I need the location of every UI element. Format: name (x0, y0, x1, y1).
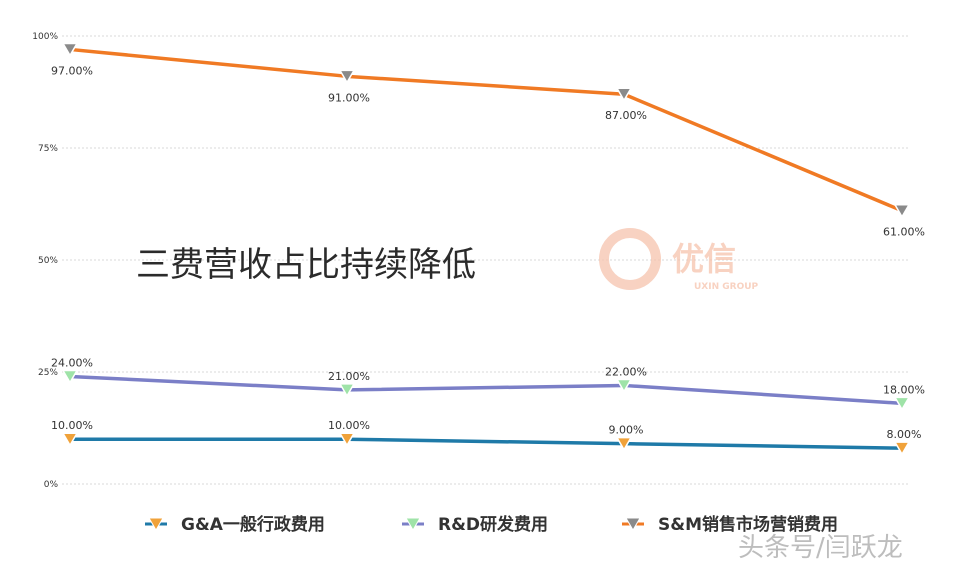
gridlines (62, 35, 908, 485)
series: 97.00% 91.00% 87.00% 61.00% (51, 42, 925, 239)
data-point-marker (893, 441, 911, 456)
y-tick-label: 75% (38, 144, 58, 154)
y-tick-label: 0% (44, 480, 59, 490)
series-layer: 10.00% 10.00% 9.00% 8.00% 24.00% 21.00% 22.00%… (51, 42, 925, 456)
series: 10.00% 10.00% 9.00% 8.00% (51, 419, 922, 456)
legend-label: S&M销售市场营销费用 (658, 514, 838, 535)
data-point-marker (61, 369, 79, 384)
y-axis-ticks: 0% 25% 50% 75% 100% (32, 32, 58, 490)
chart-title: 三费营收占比持续降低 (136, 245, 476, 285)
data-label: 10.00% (328, 419, 370, 432)
data-point-marker (338, 432, 356, 447)
corner-watermark: 头条号/闫跃龙 (738, 533, 903, 563)
legend-item: S&M销售市场营销费用 (622, 514, 838, 535)
series-line (69, 374, 903, 406)
data-label: 22.00% (605, 365, 647, 378)
data-point-marker (893, 396, 911, 411)
series-line (70, 437, 903, 450)
data-label: 97.00% (51, 64, 93, 77)
legend-label: G&A一般行政费用 (181, 514, 325, 535)
data-label: 87.00% (605, 109, 647, 122)
data-point-marker (893, 203, 911, 219)
data-point-marker (338, 69, 356, 84)
legend-item: G&A一般行政费用 (145, 514, 325, 535)
legend-label: R&D研发费用 (438, 514, 548, 535)
uxin-logo-icon (599, 228, 661, 290)
data-point-marker (61, 42, 79, 57)
series-line (69, 47, 903, 213)
legend-item: R&D研发费用 (402, 514, 548, 535)
data-point-marker (338, 383, 356, 398)
y-tick-label: 50% (38, 256, 58, 266)
data-label: 8.00% (887, 428, 922, 441)
data-label: 21.00% (328, 370, 370, 383)
uxin-logo-watermark: 优信 UXIN GROUP (599, 228, 759, 292)
legend-marker-swatch (625, 517, 641, 531)
data-label: 24.00% (51, 356, 93, 369)
data-point-marker (615, 436, 633, 452)
y-tick-label: 100% (32, 32, 58, 42)
data-point-marker (615, 87, 633, 102)
legend: G&A一般行政费用 R&D研发费用 S&M销售市场营销费用 (145, 514, 838, 535)
data-label: 9.00% (609, 424, 644, 437)
y-tick-label: 25% (38, 368, 58, 378)
series: 24.00% 21.00% 22.00% 18.00% (51, 356, 925, 411)
data-point-marker (615, 378, 633, 393)
data-label: 10.00% (51, 419, 93, 432)
data-label: 18.00% (883, 383, 925, 396)
data-label: 61.00% (883, 226, 925, 239)
uxin-logo-subtext: UXIN GROUP (694, 282, 759, 292)
legend-marker-swatch (405, 517, 421, 531)
legend-marker-swatch (148, 517, 164, 531)
data-point-marker (61, 432, 79, 447)
uxin-logo-text: 优信 (672, 240, 736, 278)
data-label: 91.00% (328, 91, 370, 104)
